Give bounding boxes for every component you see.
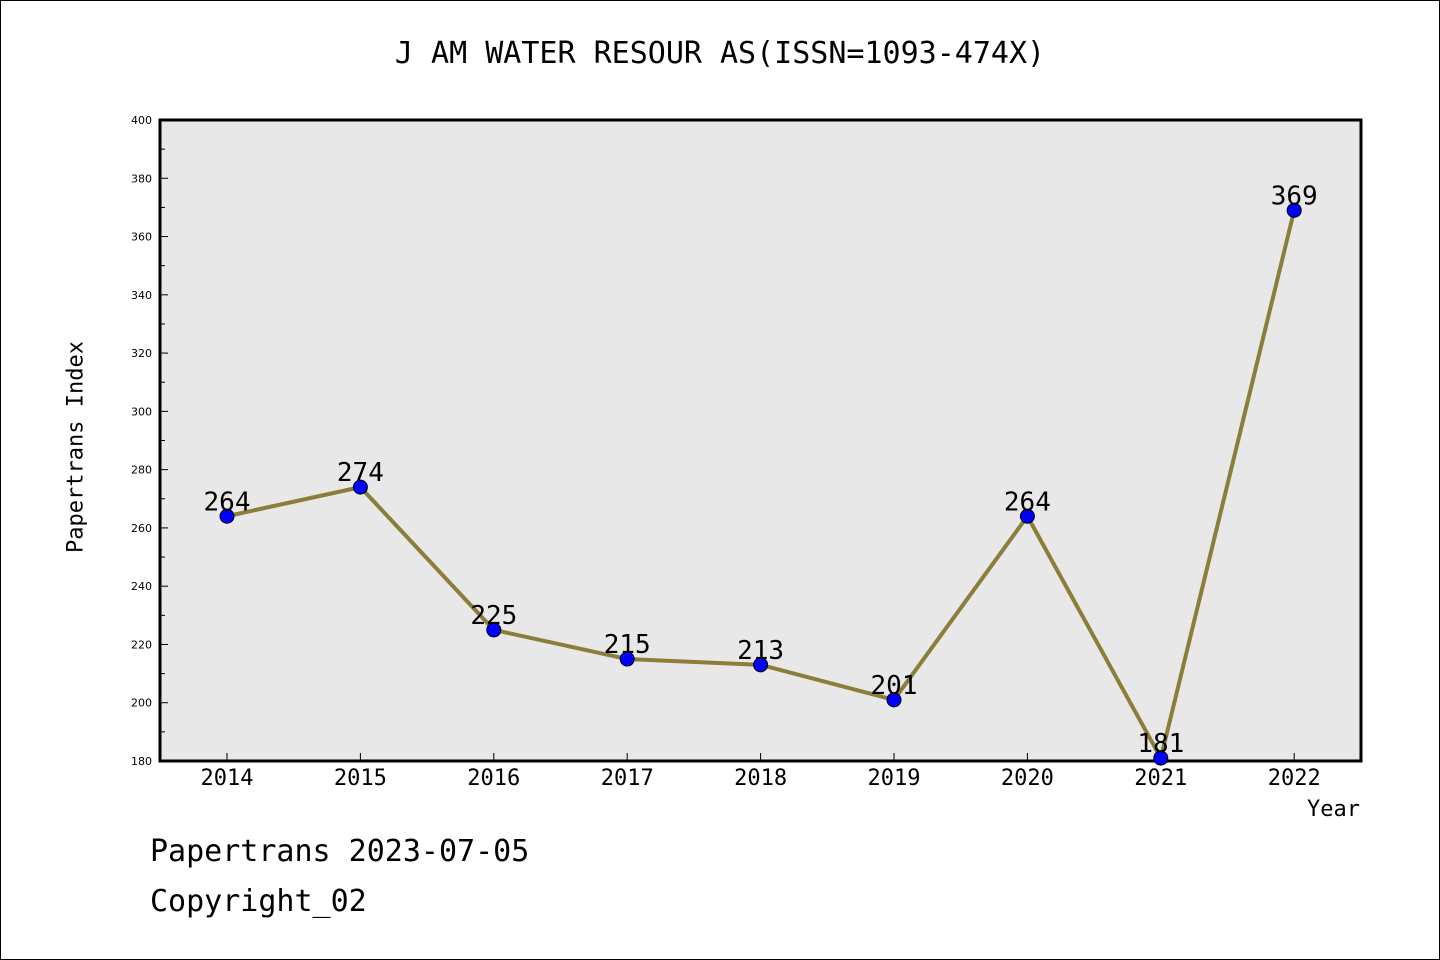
footer-copyright: Copyright_02 xyxy=(150,884,367,919)
x-tick-label: 2022 xyxy=(1268,766,1321,791)
x-tick-label: 2021 xyxy=(1134,766,1187,791)
y-tick-label: 360 xyxy=(131,231,152,244)
x-tick-label: 2014 xyxy=(201,766,254,791)
y-tick-label: 180 xyxy=(131,755,152,768)
data-point xyxy=(886,692,902,708)
x-tick-label: 2019 xyxy=(868,766,921,791)
footer-date: Papertrans 2023-07-05 xyxy=(150,834,530,869)
y-tick-label: 200 xyxy=(131,697,152,710)
data-point xyxy=(1153,750,1169,766)
data-label: 264 xyxy=(204,487,251,517)
y-tick-label: 320 xyxy=(131,347,152,360)
data-label: 201 xyxy=(871,671,918,701)
data-point xyxy=(219,508,235,524)
data-label: 215 xyxy=(604,630,651,660)
y-tick-label: 380 xyxy=(131,172,152,185)
x-tick-label: 2016 xyxy=(467,766,520,791)
data-label: 225 xyxy=(470,601,517,631)
plot-border xyxy=(158,118,1363,763)
data-point xyxy=(753,657,769,673)
y-tick-label: 300 xyxy=(131,405,152,418)
data-point xyxy=(619,651,635,667)
x-axis-label: Year xyxy=(1307,797,1360,822)
x-tick-label: 2020 xyxy=(1001,766,1054,791)
y-tick-label: 240 xyxy=(131,580,152,593)
x-tick-label: 2015 xyxy=(334,766,387,791)
data-point xyxy=(1286,202,1302,218)
y-tick-label: 280 xyxy=(131,464,152,477)
data-point xyxy=(486,622,502,638)
y-tick-label: 340 xyxy=(131,289,152,302)
x-tick-label: 2017 xyxy=(601,766,654,791)
data-point xyxy=(1019,508,1035,524)
chart-title: J AM WATER RESOUR AS(ISSN=1093-474X) xyxy=(394,36,1046,71)
data-label: 274 xyxy=(337,458,384,488)
y-tick-label: 260 xyxy=(131,522,152,535)
data-label: 264 xyxy=(1004,487,1051,517)
data-label: 369 xyxy=(1271,181,1318,211)
x-tick-label: 2018 xyxy=(734,766,787,791)
data-point xyxy=(352,479,368,495)
plot-area xyxy=(160,120,1361,761)
y-tick-label: 400 xyxy=(131,114,152,127)
data-label: 181 xyxy=(1137,729,1184,759)
data-label: 213 xyxy=(737,636,784,666)
y-tick-label: 220 xyxy=(131,638,152,651)
